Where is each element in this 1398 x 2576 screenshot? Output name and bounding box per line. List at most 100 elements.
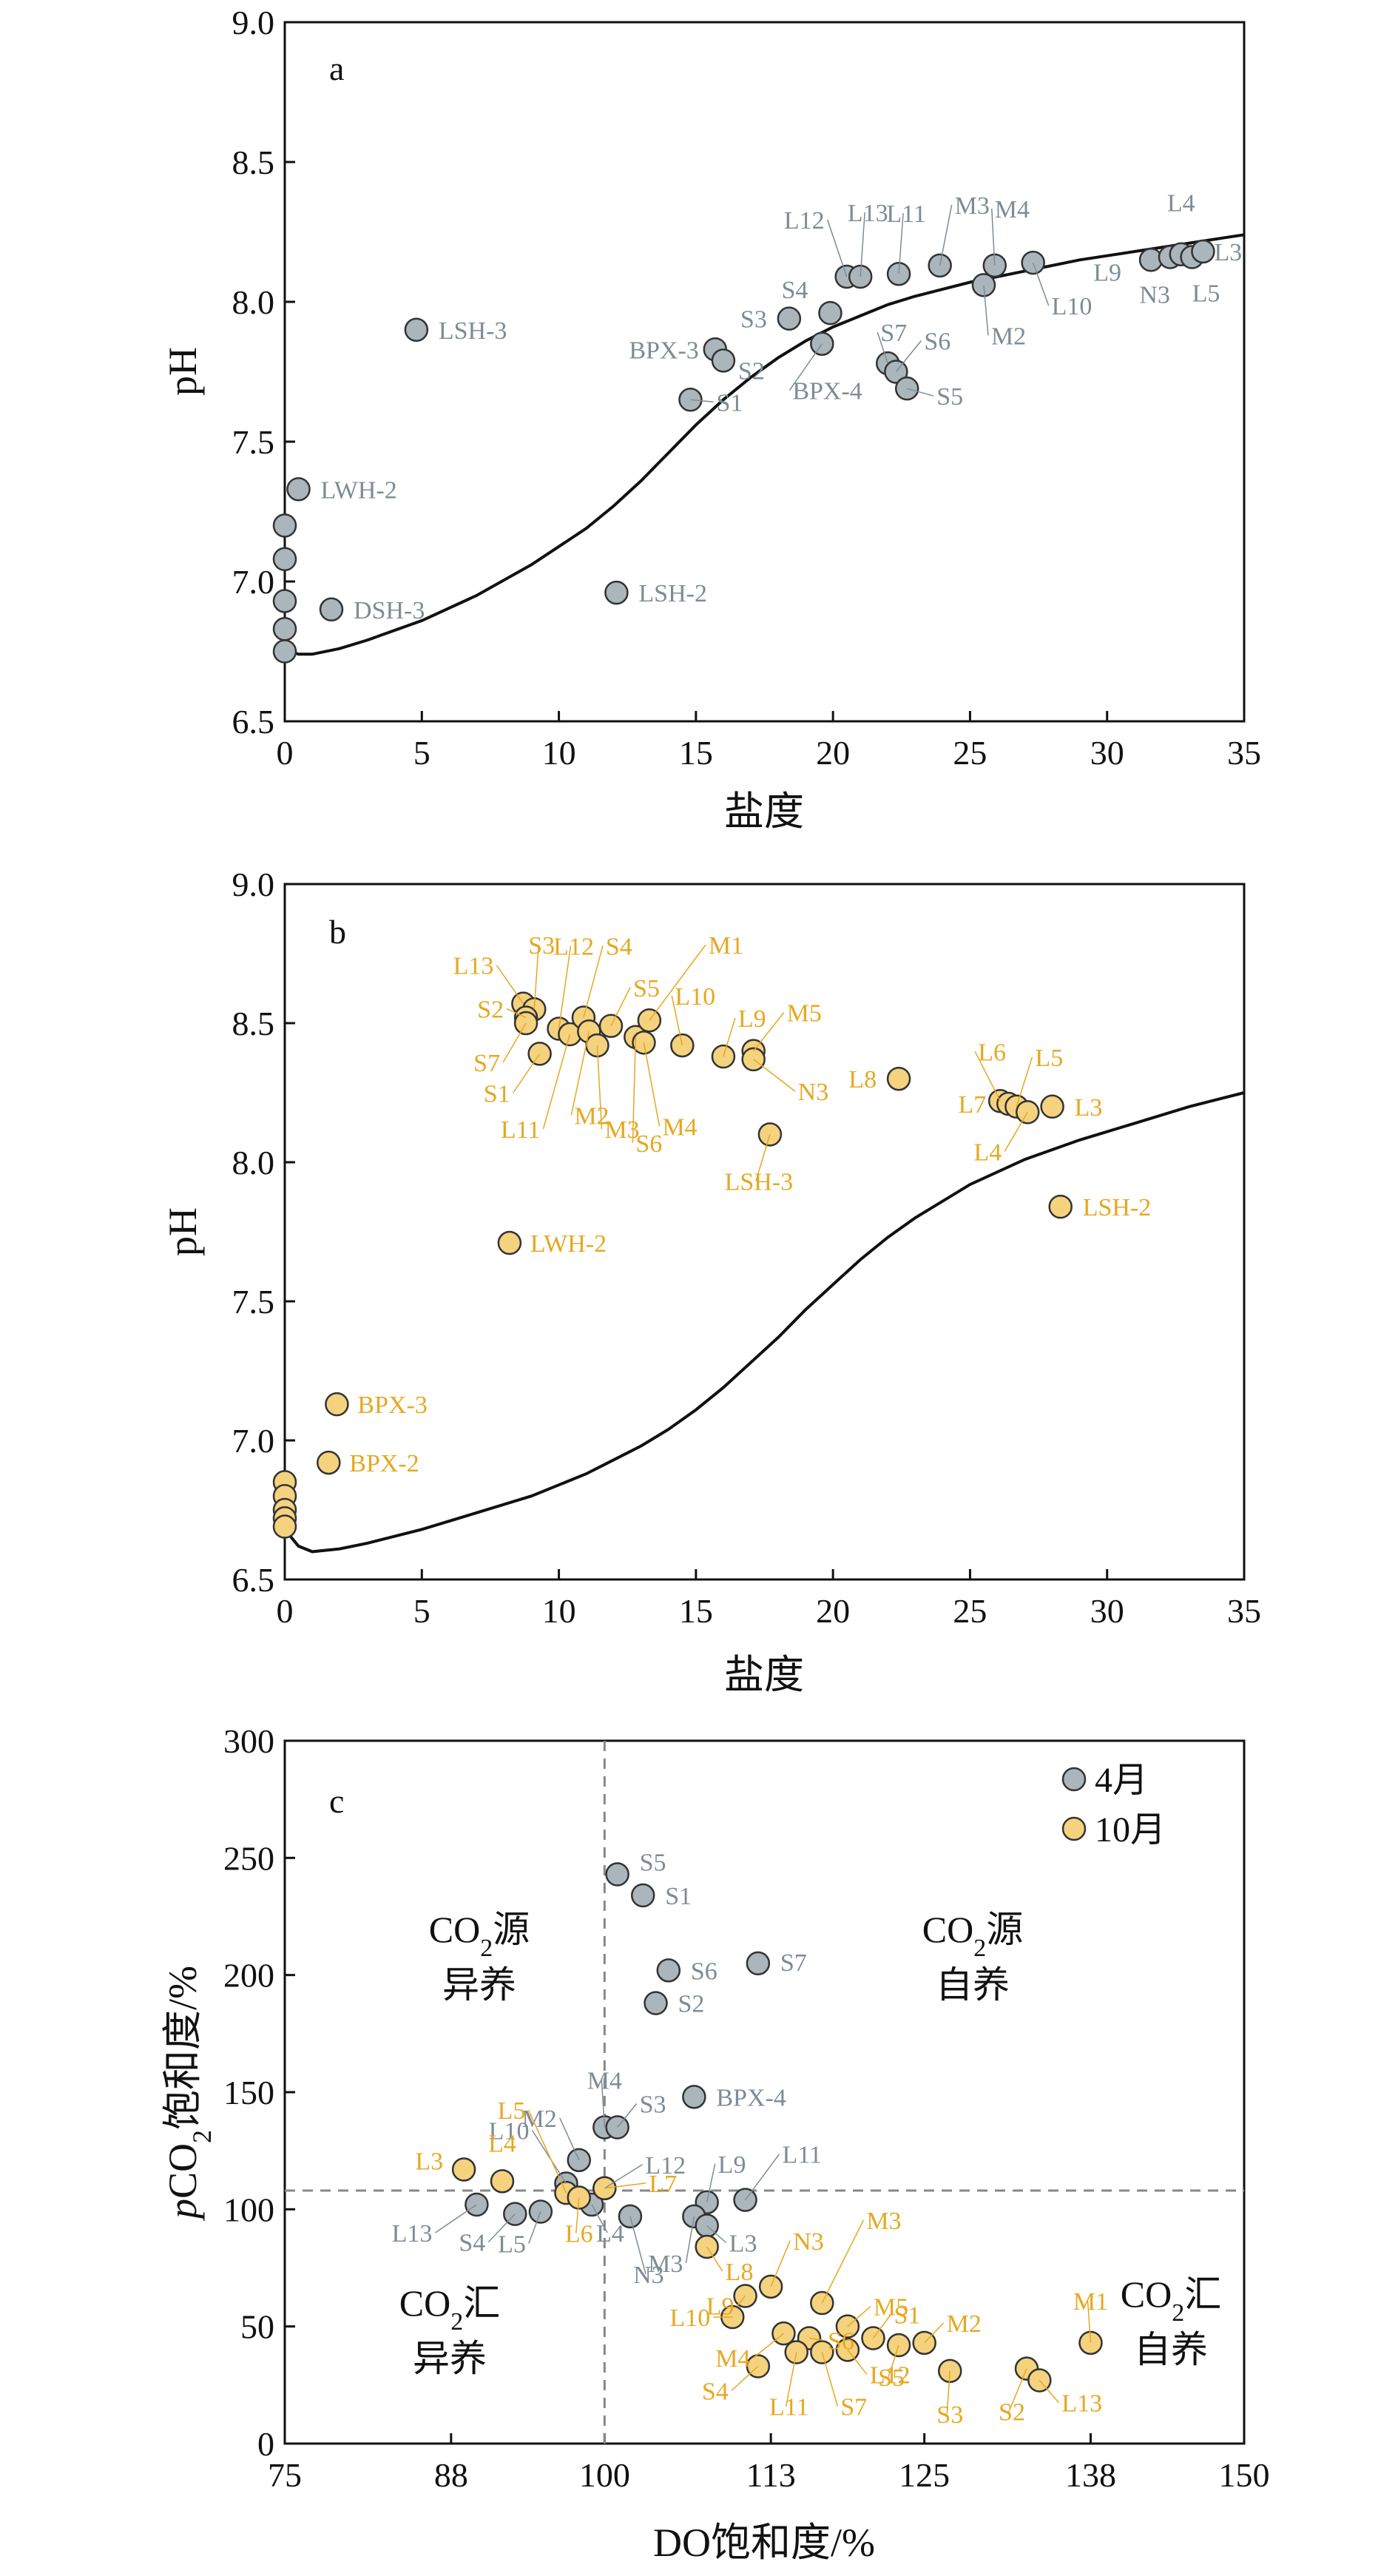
y-ticks: 0 50 100 150 200 250 300 <box>223 1722 295 2463</box>
point-label: L11 <box>783 2142 823 2169</box>
label-leader-line <box>1016 1056 1033 1107</box>
label-leader-line <box>983 285 989 336</box>
point-label: M1 <box>709 932 743 960</box>
point-label: S4 <box>782 277 808 304</box>
data-point <box>644 1991 668 2015</box>
point-label: S7 <box>880 320 907 347</box>
label-leader-line <box>991 208 996 266</box>
legend-label-april: 4月 <box>1095 1761 1148 1800</box>
point-label: BPX-3 <box>629 337 698 364</box>
point-label: L3 <box>1214 239 1242 266</box>
label-leader-line <box>496 965 524 1005</box>
point-label: BPX-3 <box>357 1392 427 1419</box>
point-label: S3 <box>936 2401 963 2429</box>
x-tick-label: 75 <box>268 2456 302 2494</box>
point-label: L11 <box>886 200 926 228</box>
point-label: M1 <box>1073 2288 1108 2316</box>
label-leader-line <box>723 1017 736 1057</box>
point-label: BPX-4 <box>792 378 862 405</box>
data-point <box>604 580 629 605</box>
point-label: M3 <box>955 192 990 220</box>
point-label: L10 <box>675 983 715 1011</box>
point-label: S5 <box>633 975 660 1002</box>
x-tick-label: 88 <box>434 2456 468 2494</box>
x-axis-label: 盐度 <box>724 1653 804 1697</box>
data-point <box>272 589 297 613</box>
label-leader-line <box>753 1059 796 1092</box>
point-label: L12 <box>553 934 594 961</box>
point-label: LWH-2 <box>530 1230 607 1258</box>
label-leader-line <box>604 2164 643 2189</box>
point-label: S4 <box>606 933 632 960</box>
y-tick-label: 6.5 <box>232 1561 275 1599</box>
y-ticks: 6.5 7.0 7.5 8.0 8.5 9.0 <box>232 866 295 1599</box>
point-label: S5 <box>936 383 963 411</box>
point-label: M3 <box>866 2208 901 2235</box>
plot-frame <box>283 883 1246 1581</box>
data-point <box>272 513 297 538</box>
y-tick-label: 100 <box>223 2191 274 2228</box>
point-label: L11 <box>769 2394 809 2421</box>
point-label: N3 <box>793 2228 824 2256</box>
y-tick-label: 7.0 <box>232 563 275 601</box>
point-label: S5 <box>640 1850 666 1877</box>
data-point <box>630 1883 655 1908</box>
label-leader-line <box>617 2103 638 2128</box>
point-label: M4 <box>587 2068 622 2095</box>
label-leader-line <box>685 2216 695 2263</box>
point-label: L5 <box>1035 1045 1063 1072</box>
y-tick-label: 8.0 <box>232 283 275 321</box>
point-label: LSH-2 <box>1083 1194 1152 1221</box>
point-label: LSH-3 <box>725 1168 794 1196</box>
data-point <box>886 1066 911 1091</box>
label-leader-line <box>752 2333 784 2358</box>
svg-text:异养: 异养 <box>413 2338 487 2379</box>
point-label: L9 <box>706 2293 735 2321</box>
point-label: L3 <box>1075 1094 1103 1122</box>
label-leader-line <box>570 1031 590 1116</box>
point-label: M2 <box>574 1102 609 1130</box>
svg-text:CO2源: CO2源 <box>922 1909 1023 1962</box>
x-tick-label: 100 <box>579 2456 630 2494</box>
label-leader-line <box>1008 2368 1027 2412</box>
label-leader-line <box>671 995 683 1046</box>
label-leader-line <box>939 204 953 266</box>
point-label: S2 <box>678 1991 705 2018</box>
y-tick-label: 6.5 <box>232 703 275 741</box>
point-label: L3 <box>729 2231 757 2258</box>
point-label: S1 <box>894 2302 920 2330</box>
x-axis-label: DO饱和度/% <box>653 2521 875 2565</box>
y-tick-label: 9.0 <box>232 866 275 903</box>
point-label: L13 <box>848 200 888 227</box>
label-leader-line <box>888 2344 899 2378</box>
label-leader-line <box>877 331 888 364</box>
y-tick-label: 7.5 <box>232 423 275 461</box>
point-label: S2 <box>999 2399 1025 2427</box>
data-point <box>490 2169 515 2194</box>
point-label: S7 <box>473 1050 500 1077</box>
label-leader-line <box>506 1008 527 1019</box>
label-leader-line <box>629 2216 646 2275</box>
x-ticks: 0 5 10 15 20 25 30 35 <box>277 1569 1261 1630</box>
label-leader-line <box>895 340 922 372</box>
svg-text:自养: 自养 <box>1134 2329 1208 2370</box>
point-label: S6 <box>635 1130 662 1158</box>
label-leader-line <box>575 2197 580 2233</box>
point-label: M4 <box>662 1113 697 1141</box>
panel-b: b 6.5 7.0 7.5 8.0 8.5 9.0 0 5 10 15 20 25 30 35 BPX-… <box>161 866 1261 1697</box>
label-leader-line <box>755 1134 771 1181</box>
label-leader-line <box>542 1034 571 1130</box>
point-label: S3 <box>528 932 555 960</box>
x-tick-label: 35 <box>1227 734 1261 772</box>
point-label: L10 <box>1052 293 1093 320</box>
label-leader-line <box>531 2130 567 2184</box>
point-label: L13 <box>453 953 494 980</box>
data-point <box>656 1958 681 1983</box>
data-point <box>605 1862 629 1887</box>
data-point <box>1191 239 1215 264</box>
point-label: S5 <box>878 2364 905 2392</box>
label-leader-line <box>706 2246 723 2272</box>
point-label: M5 <box>787 1000 822 1028</box>
y-tick-label: 150 <box>223 2074 274 2111</box>
point-label: L10 <box>489 2118 530 2145</box>
